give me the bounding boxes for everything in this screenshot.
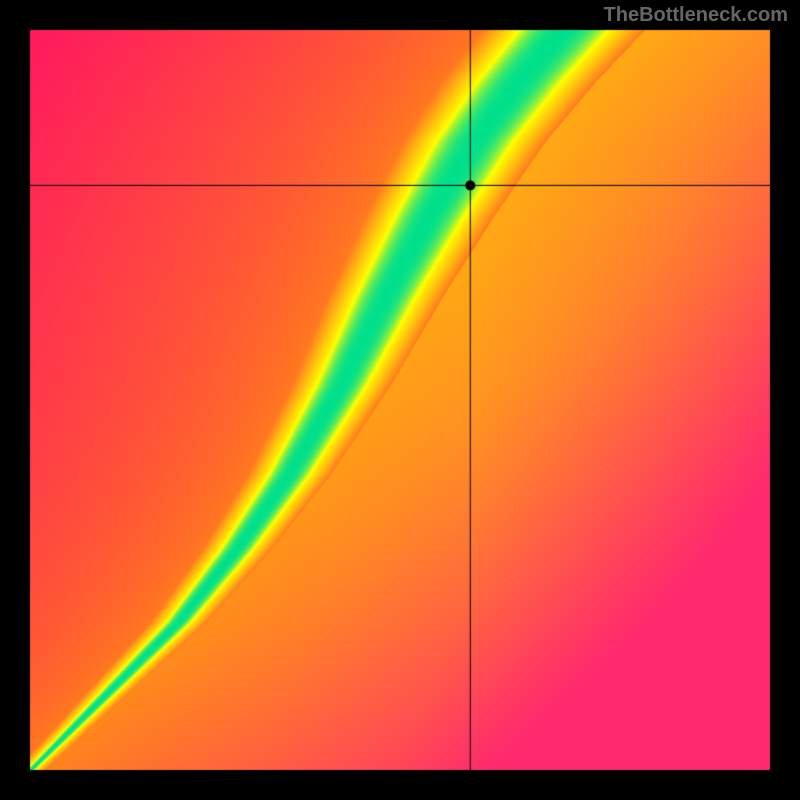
watermark-text: TheBottleneck.com [604,4,788,27]
heatmap-canvas [0,0,800,800]
chart-container: TheBottleneck.com [0,0,800,800]
